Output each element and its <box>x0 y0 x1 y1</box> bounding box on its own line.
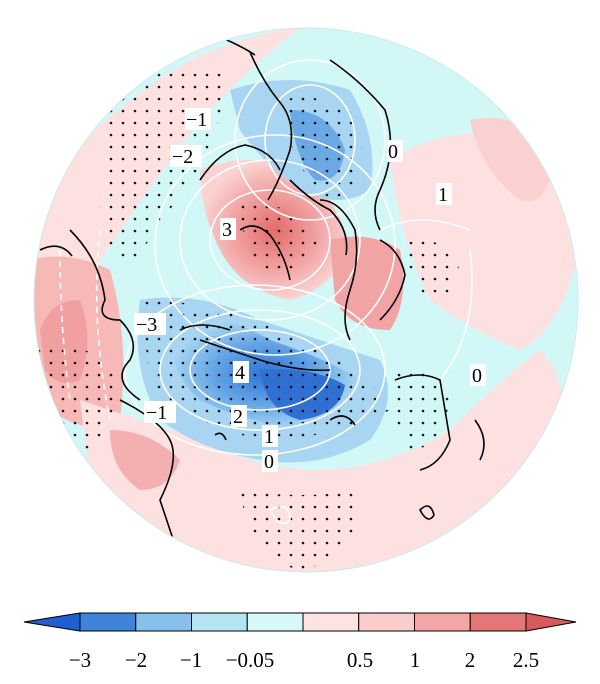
contour-label: 1 <box>438 184 448 206</box>
contour-label: −2 <box>172 146 193 168</box>
colorbar-segment <box>246 612 304 632</box>
contour-label: −3 <box>136 314 157 336</box>
colorbar-extend-left <box>23 612 81 632</box>
contour-label: 3 <box>222 219 232 241</box>
colorbar-segment <box>469 612 527 632</box>
contour-label: −1 <box>146 402 167 424</box>
colorbar-tick-label: −0.05 <box>226 648 275 672</box>
colorbar-tick-label: 1 <box>410 648 421 672</box>
colorbar-segment <box>358 612 415 632</box>
colorbar-segment <box>302 612 360 632</box>
colorbar-segment <box>135 612 192 632</box>
map-disk <box>34 28 578 572</box>
contour-label-group: −1 −2 3 0 1 −3 4 −1 2 1 0 0 <box>134 108 486 473</box>
colorbar-tick-label: 2.5 <box>513 648 539 672</box>
colorbar-tick-label: −3 <box>69 648 91 672</box>
colorbar-segments <box>23 612 577 632</box>
colorbar-segment <box>191 612 248 632</box>
colorbar-tick-label: −1 <box>180 648 202 672</box>
contour-label: 2 <box>233 406 243 428</box>
contour-label: 0 <box>388 141 398 163</box>
colorbar-tick-label: −2 <box>125 648 147 672</box>
contour-lines <box>59 59 473 525</box>
contour-label: 0 <box>472 365 482 387</box>
colorbar-labels: −3 −2 −1 −0.05 0.5 1 2 2.5 <box>69 648 539 672</box>
polar-anomaly-map: −1 −2 3 0 1 −3 4 −1 2 1 0 0 <box>33 27 579 573</box>
colorbar-segment <box>79 612 137 632</box>
colorbar: −3 −2 −1 −0.05 0.5 1 2 2.5 <box>23 612 577 672</box>
contour-label: 1 <box>264 426 274 448</box>
contour-label: 4 <box>235 362 245 384</box>
colorbar-extend-right <box>525 612 577 632</box>
contour-label: 0 <box>264 451 274 473</box>
colorbar-tick-label: 0.5 <box>347 648 373 672</box>
coastlines <box>39 34 485 561</box>
colorbar-tick-label: 2 <box>465 648 476 672</box>
contour-label: −1 <box>186 109 207 131</box>
colorbar-segment <box>414 612 471 632</box>
map-boundary <box>33 27 579 573</box>
